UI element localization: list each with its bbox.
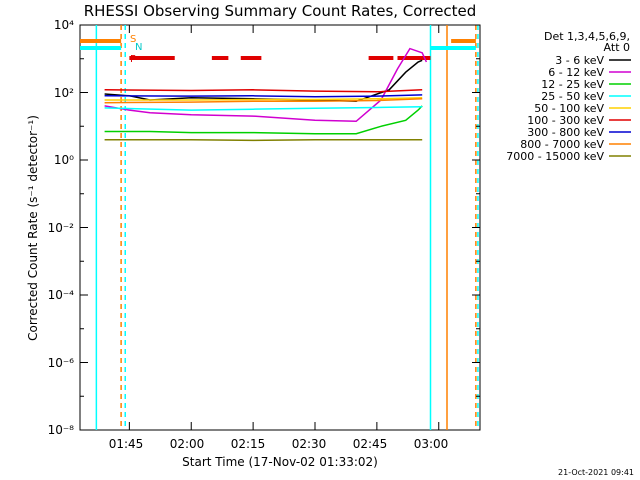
- series-line: [104, 59, 423, 103]
- x-axis-label: Start Time (17-Nov-02 01:33:02): [182, 455, 378, 469]
- time-markers: [95, 25, 479, 430]
- legend-label: 12 - 25 keV: [541, 78, 604, 91]
- legend-label: 300 - 800 keV: [527, 126, 604, 139]
- flare-flag-label: F: [130, 54, 136, 65]
- y-tick-label: 10⁻⁴: [48, 288, 75, 302]
- x-tick-label: 02:45: [353, 437, 388, 451]
- y-tick-label: 10⁰: [54, 153, 74, 167]
- series-line: [104, 105, 423, 135]
- legend-label: 6 - 12 keV: [548, 66, 604, 79]
- x-tick-label: 02:15: [231, 437, 266, 451]
- series-line: [104, 89, 423, 93]
- x-tick-label: 02:00: [170, 437, 205, 451]
- x-tick-label: 02:30: [292, 437, 327, 451]
- x-tick-label: 01:45: [109, 437, 144, 451]
- night-flag-label: N: [135, 42, 142, 53]
- legend-label: 800 - 7000 keV: [520, 138, 604, 151]
- legend-label: 100 - 300 keV: [527, 114, 604, 127]
- series-line: [104, 47, 428, 123]
- y-tick-labels: 10⁴ 10² 10⁰ 10⁻² 10⁻⁴ 10⁻⁶ 10⁻⁸: [48, 18, 75, 437]
- plot-area: [79, 24, 481, 431]
- x-tick-label: 03:00: [414, 437, 449, 451]
- chart-title: RHESSI Observing Summary Count Rates, Co…: [84, 2, 477, 20]
- y-axis-label: Corrected Count Rate (s⁻¹ detector⁻¹): [26, 115, 40, 341]
- x-tick-labels: 01:45 02:00 02:15 02:30 02:45 03:00: [109, 437, 449, 451]
- legend-label: 3 - 6 keV: [555, 54, 604, 67]
- series-line: [104, 98, 423, 104]
- series-lines: [104, 47, 428, 142]
- legend-header-line-2: Att 0: [604, 41, 630, 54]
- legend-header-line-1: Det 1,3,4,5,6,9,: [544, 30, 630, 43]
- y-tick-label: 10²: [54, 86, 74, 100]
- y-tick-label: 10⁻⁶: [48, 356, 75, 370]
- flag-labels: S N F: [130, 34, 142, 65]
- series-line: [104, 105, 423, 111]
- y-tick-label: 10⁻²: [48, 221, 75, 235]
- series-line: [104, 94, 423, 98]
- plot-frame: [79, 24, 481, 431]
- legend-label: 7000 - 15000 keV: [506, 150, 604, 163]
- axis-ticks: [80, 24, 480, 431]
- y-tick-label: 10⁴: [54, 18, 74, 32]
- legend-label: 25 - 50 keV: [541, 90, 604, 103]
- flag-bars: [80, 39, 476, 60]
- legend-label: 50 - 100 keV: [534, 102, 604, 115]
- y-tick-label: 10⁻⁸: [48, 423, 75, 437]
- series-line: [104, 96, 423, 101]
- series-line: [104, 138, 423, 142]
- footer-timestamp: 21-Oct-2021 09:41: [558, 468, 634, 477]
- saa-flag-label: S: [130, 34, 136, 45]
